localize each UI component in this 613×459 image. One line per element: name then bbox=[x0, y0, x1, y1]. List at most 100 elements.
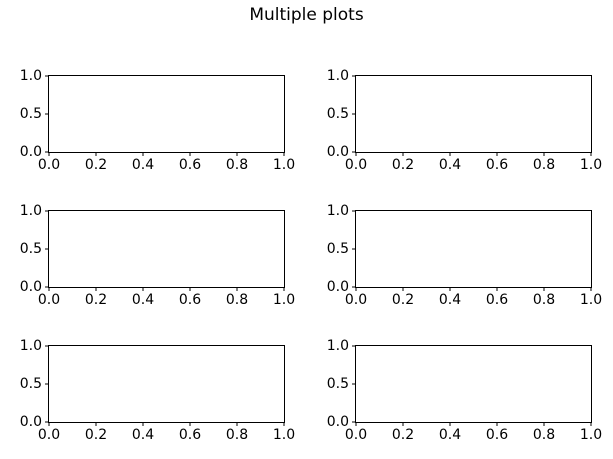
x-tick-mark bbox=[283, 152, 285, 156]
y-tick-mark bbox=[352, 248, 356, 250]
y-tick-mark bbox=[45, 421, 49, 423]
y-tick-mark bbox=[45, 345, 49, 347]
y-tick-mark bbox=[45, 75, 49, 77]
x-tick-mark bbox=[189, 287, 191, 291]
x-tick-label: 0.2 bbox=[391, 157, 415, 173]
subplot-r3c1: 1.0 0.5 0.0 0.0 0.2 0.4 0.6 0.8 1.0 bbox=[20, 339, 295, 442]
x-tick-mark bbox=[402, 152, 404, 156]
x-tick-mark bbox=[142, 152, 144, 156]
y-tick-label: 0.0 bbox=[19, 414, 42, 430]
x-tick-label: 0.8 bbox=[532, 427, 556, 443]
figure-title: Multiple plots bbox=[249, 5, 364, 25]
y-tick-mark bbox=[352, 286, 356, 288]
y-tick-label: 0.5 bbox=[326, 106, 349, 122]
y-tick-mark bbox=[352, 113, 356, 115]
x-tick-label: 0.0 bbox=[37, 427, 61, 443]
x-tick-label: 0.6 bbox=[178, 427, 202, 443]
y-tick-mark bbox=[352, 151, 356, 153]
subplot-r3c2: 1.0 0.5 0.0 0.0 0.2 0.4 0.6 0.8 1.0 bbox=[327, 339, 602, 442]
x-tick-label: 0.0 bbox=[344, 292, 368, 308]
x-tick-label: 0.0 bbox=[344, 157, 368, 173]
y-tick-label: 1.0 bbox=[19, 203, 42, 219]
y-tick-mark bbox=[45, 151, 49, 153]
x-tick-mark bbox=[590, 422, 592, 426]
x-tick-mark bbox=[543, 287, 545, 291]
x-tick-mark bbox=[496, 422, 498, 426]
x-tick-label: 0.4 bbox=[131, 427, 155, 443]
x-tick-mark bbox=[355, 152, 357, 156]
x-tick-label: 0.2 bbox=[391, 427, 415, 443]
x-tick-mark bbox=[402, 422, 404, 426]
x-tick-mark bbox=[402, 287, 404, 291]
y-tick-mark bbox=[45, 113, 49, 115]
x-tick-mark bbox=[95, 422, 97, 426]
x-tick-mark bbox=[543, 152, 545, 156]
y-tick-mark bbox=[45, 383, 49, 385]
x-tick-mark bbox=[189, 422, 191, 426]
y-tick-label: 1.0 bbox=[326, 68, 349, 84]
x-tick-mark bbox=[236, 422, 238, 426]
y-tick-label: 1.0 bbox=[19, 68, 42, 84]
x-tick-mark bbox=[236, 152, 238, 156]
x-tick-mark bbox=[142, 422, 144, 426]
x-tick-label: 0.8 bbox=[225, 292, 249, 308]
y-tick-mark bbox=[352, 345, 356, 347]
x-tick-mark bbox=[95, 287, 97, 291]
y-tick-mark bbox=[352, 421, 356, 423]
x-tick-mark bbox=[449, 287, 451, 291]
x-tick-label: 1.0 bbox=[272, 427, 296, 443]
y-tick-label: 0.0 bbox=[326, 279, 349, 295]
x-tick-label: 0.6 bbox=[178, 157, 202, 173]
x-tick-label: 1.0 bbox=[579, 157, 603, 173]
x-tick-mark bbox=[283, 422, 285, 426]
y-tick-label: 0.0 bbox=[19, 279, 42, 295]
x-tick-label: 0.2 bbox=[84, 157, 108, 173]
x-tick-label: 1.0 bbox=[579, 427, 603, 443]
y-tick-mark bbox=[352, 75, 356, 77]
x-tick-label: 0.6 bbox=[485, 292, 509, 308]
x-tick-label: 0.8 bbox=[532, 157, 556, 173]
x-tick-label: 0.4 bbox=[438, 157, 462, 173]
x-tick-mark bbox=[48, 152, 50, 156]
x-tick-mark bbox=[283, 287, 285, 291]
x-tick-mark bbox=[236, 287, 238, 291]
x-tick-mark bbox=[449, 152, 451, 156]
y-tick-label: 0.0 bbox=[19, 144, 42, 160]
y-tick-mark bbox=[45, 210, 49, 212]
y-tick-label: 0.5 bbox=[19, 106, 42, 122]
x-tick-label: 0.2 bbox=[84, 427, 108, 443]
x-tick-label: 0.6 bbox=[485, 157, 509, 173]
x-tick-label: 0.2 bbox=[391, 292, 415, 308]
x-tick-label: 0.4 bbox=[438, 427, 462, 443]
subplot-r1c1: 1.0 0.5 0.0 0.0 0.2 0.4 0.6 0.8 1.0 bbox=[20, 69, 295, 172]
x-tick-mark bbox=[590, 287, 592, 291]
x-tick-label: 0.8 bbox=[225, 427, 249, 443]
x-tick-label: 0.4 bbox=[131, 292, 155, 308]
x-tick-mark bbox=[590, 152, 592, 156]
x-tick-mark bbox=[543, 422, 545, 426]
x-tick-label: 0.8 bbox=[532, 292, 556, 308]
x-tick-label: 0.6 bbox=[178, 292, 202, 308]
subplot-r2c2: 1.0 0.5 0.0 0.0 0.2 0.4 0.6 0.8 1.0 bbox=[327, 204, 602, 307]
x-tick-mark bbox=[496, 152, 498, 156]
x-tick-mark bbox=[48, 422, 50, 426]
x-tick-mark bbox=[496, 287, 498, 291]
y-tick-mark bbox=[45, 286, 49, 288]
x-tick-label: 1.0 bbox=[272, 292, 296, 308]
x-tick-label: 0.0 bbox=[344, 427, 368, 443]
x-tick-label: 0.2 bbox=[84, 292, 108, 308]
y-tick-label: 0.5 bbox=[326, 241, 349, 257]
x-tick-mark bbox=[48, 287, 50, 291]
x-tick-mark bbox=[189, 152, 191, 156]
x-tick-mark bbox=[355, 287, 357, 291]
y-tick-mark bbox=[352, 210, 356, 212]
y-tick-label: 1.0 bbox=[19, 338, 42, 354]
x-tick-label: 1.0 bbox=[579, 292, 603, 308]
y-tick-label: 1.0 bbox=[326, 338, 349, 354]
x-tick-label: 0.0 bbox=[37, 292, 61, 308]
y-tick-mark bbox=[45, 248, 49, 250]
y-tick-label: 1.0 bbox=[326, 203, 349, 219]
x-tick-label: 1.0 bbox=[272, 157, 296, 173]
